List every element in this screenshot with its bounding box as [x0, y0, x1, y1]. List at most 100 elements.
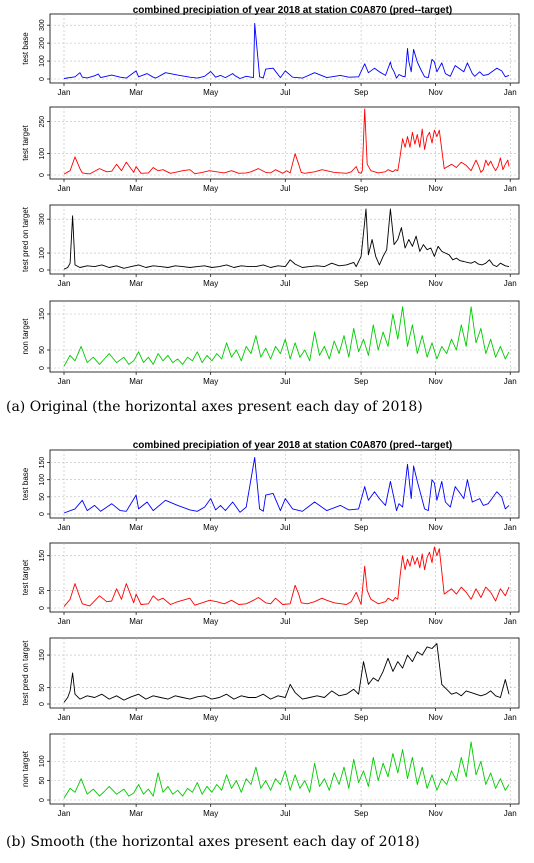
y-tick-label: 50 — [39, 493, 46, 501]
x-tick-label: Nov — [429, 617, 443, 626]
x-tick-label: Sep — [354, 523, 369, 532]
x-tick-label: Mar — [129, 617, 143, 626]
y-axis-label: test target — [21, 124, 30, 160]
y-axis-label: non target — [21, 318, 30, 355]
x-tick-label: Jul — [280, 617, 290, 626]
y-tick-label: 100 — [39, 755, 46, 767]
x-tick-label: Mar — [129, 713, 143, 722]
y-tick-label: 150 — [39, 308, 46, 320]
x-tick-label: Jul — [280, 377, 290, 386]
y-tick-label: 0 — [39, 173, 46, 177]
x-tick-label: Mar — [129, 184, 143, 193]
panel-frame — [49, 106, 520, 180]
x-tick-label: Sep — [354, 617, 369, 626]
y-tick-label: 0 — [39, 77, 46, 81]
y-tick-label: 150 — [39, 550, 46, 562]
figure-title: combined precipiation of year 2018 at st… — [133, 5, 453, 16]
series-line-test-target — [63, 546, 510, 607]
panel-frame — [49, 637, 520, 709]
series-line-non-target — [63, 306, 510, 367]
x-tick-label: Mar — [129, 88, 143, 97]
x-tick-label: May — [203, 279, 218, 288]
x-tick-label: May — [203, 713, 218, 722]
y-axis-label: non target — [21, 750, 30, 787]
x-tick-label: Nov — [429, 88, 443, 97]
series-line-test-pred-on-target — [63, 208, 510, 270]
series-line-test-base — [63, 22, 510, 79]
panel-frame — [49, 204, 520, 275]
x-tick-label: Jan — [58, 184, 71, 193]
figure-title: combined precipiation of year 2018 at st… — [133, 440, 453, 451]
y-tick-label: 0 — [39, 268, 46, 272]
x-tick-label: Mar — [129, 279, 143, 288]
x-tick-label: Jan — [58, 617, 71, 626]
y-axis-label: test base — [21, 467, 30, 500]
x-tick-label: Nov — [429, 809, 443, 818]
x-tick-label: Jan — [58, 88, 71, 97]
panel-frame — [49, 13, 520, 84]
x-tick-label: Jan — [58, 809, 71, 818]
x-tick-label: Jan — [58, 377, 71, 386]
x-tick-label: May — [203, 88, 218, 97]
y-tick-label: 0 — [39, 512, 46, 516]
y-tick-label: 100 — [39, 55, 46, 67]
figure-b-caption: (b) Smooth (the horizontal axes present … — [6, 834, 420, 850]
y-tick-label: 50 — [39, 346, 46, 354]
y-tick-label: 0 — [39, 366, 46, 370]
x-tick-label: Jul — [280, 523, 290, 532]
x-tick-label: Mar — [129, 377, 143, 386]
x-tick-label: Sep — [354, 88, 369, 97]
y-tick-label: 0 — [39, 702, 46, 706]
y-tick-label: 50 — [39, 777, 46, 785]
x-tick-label: May — [203, 617, 218, 626]
x-tick-label: Mar — [129, 809, 143, 818]
y-tick-label: 150 — [39, 649, 46, 661]
y-tick-label: 300 — [39, 19, 46, 31]
x-tick-label: Nov — [429, 523, 443, 532]
x-tick-label: Sep — [354, 809, 369, 818]
y-axis-label: test pred on target — [21, 640, 30, 706]
y-tick-label: 200 — [39, 37, 46, 49]
x-tick-label: Jul — [280, 184, 290, 193]
x-tick-label: Sep — [354, 713, 369, 722]
x-tick-label: Sep — [354, 184, 369, 193]
x-tick-label: Jan — [504, 713, 517, 722]
y-tick-label: 0 — [39, 798, 46, 802]
x-tick-label: Jul — [280, 279, 290, 288]
x-tick-label: Jan — [504, 809, 517, 818]
x-tick-label: Jul — [280, 713, 290, 722]
series-line-test-pred-on-target — [63, 643, 510, 703]
x-tick-label: Jan — [504, 377, 517, 386]
panel-frame — [49, 449, 520, 519]
x-tick-label: Jan — [58, 523, 71, 532]
panel-frame — [49, 542, 520, 613]
x-tick-label: Jan — [504, 88, 517, 97]
series-line-non-target — [63, 741, 510, 799]
series-line-test-base — [63, 456, 510, 514]
y-tick-label: 100 — [39, 247, 46, 259]
y-axis-label: test target — [21, 559, 30, 595]
y-tick-label: 250 — [39, 116, 46, 128]
panel-frame — [49, 733, 520, 805]
figure-a-caption: (a) Original (the horizontal axes presen… — [6, 399, 423, 415]
x-tick-label: May — [203, 184, 218, 193]
y-axis-label: test base — [21, 32, 30, 65]
y-tick-label: 100 — [39, 474, 46, 486]
y-tick-label: 100 — [39, 148, 46, 160]
x-tick-label: Jan — [504, 617, 517, 626]
x-tick-label: May — [203, 523, 218, 532]
x-tick-label: Jul — [280, 88, 290, 97]
y-tick-label: 300 — [39, 213, 46, 225]
x-tick-label: Sep — [354, 377, 369, 386]
x-tick-label: Nov — [429, 713, 443, 722]
x-tick-label: Nov — [429, 279, 443, 288]
x-tick-label: Jan — [504, 523, 517, 532]
x-tick-label: Mar — [129, 523, 143, 532]
x-tick-label: Jan — [58, 279, 71, 288]
panel-frame — [49, 300, 520, 373]
x-tick-label: Jan — [504, 279, 517, 288]
y-tick-label: 150 — [39, 457, 46, 469]
x-tick-label: Nov — [429, 184, 443, 193]
y-axis-label: test pred on target — [21, 206, 30, 272]
